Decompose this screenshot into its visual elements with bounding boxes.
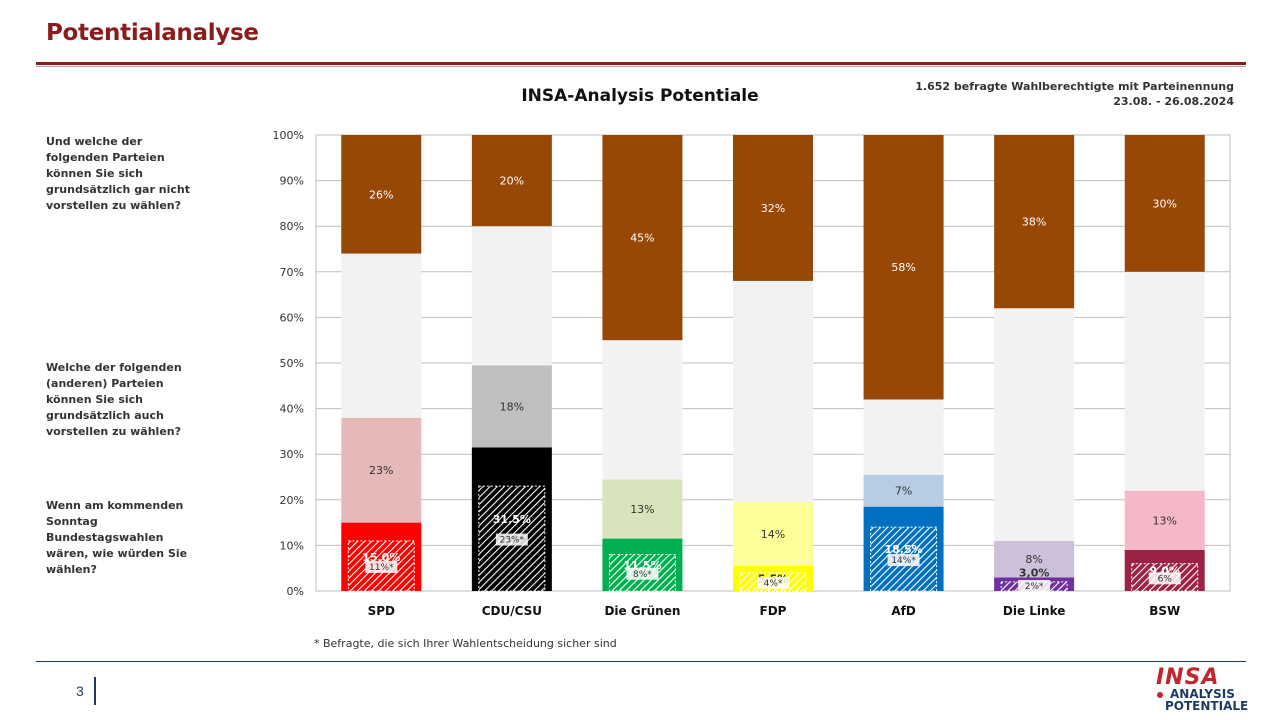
y-tick-label: 100%: [273, 129, 304, 142]
data-label: 18%: [500, 400, 524, 413]
bar-segment: [602, 479, 683, 539]
data-label: 20%: [500, 175, 524, 188]
y-tick-label: 50%: [280, 357, 304, 370]
bar-segment: [471, 226, 552, 366]
logo-line-1: ANALYSIS: [1170, 687, 1235, 701]
bar-segment: [994, 135, 1075, 309]
sample-size: 1.652 befragte Wahlberechtigte mit Parte…: [915, 80, 1234, 93]
x-category-label: SPD: [368, 604, 395, 618]
data-label: 30%: [1152, 197, 1176, 210]
y-tick-label: 80%: [280, 220, 304, 233]
bar-segment: [341, 417, 422, 523]
bar-segment: [733, 502, 813, 566]
data-label: 32%: [761, 202, 785, 215]
title-divider: [36, 62, 1246, 65]
data-label: 8%: [1025, 553, 1042, 566]
data-label: 26%: [369, 188, 393, 201]
y-tick-label: 30%: [280, 448, 304, 461]
bar-segment: [863, 474, 944, 507]
certain-voter-label: 23%*: [500, 536, 525, 546]
x-category-label: Die Grünen: [604, 604, 680, 618]
x-category-label: CDU/CSU: [482, 604, 542, 618]
y-tick-label: 20%: [280, 494, 304, 507]
certain-voter-label: 2%*: [1025, 582, 1044, 592]
certain-voter-label-bg: [365, 560, 398, 573]
certain-voter-label-bg: [1148, 572, 1181, 585]
insa-logo: INSA ANALYSIS POTENTIALE: [1150, 665, 1250, 715]
title-divider-thin: [36, 66, 1246, 67]
certain-voter-label-bg: [626, 567, 659, 580]
y-tick-label: 70%: [280, 266, 304, 279]
certain-voter-label: 6%: [1158, 574, 1173, 584]
data-label: 31,5%: [493, 513, 531, 526]
bar-segment: [863, 135, 944, 400]
bar-segment: [471, 365, 552, 448]
question-vote: Wenn am kommenden Sonntag Bundestagswahl…: [46, 499, 188, 576]
bar-segment: [471, 135, 552, 227]
logo-line-2: POTENTIALE: [1165, 699, 1249, 713]
x-category-label: FDP: [760, 604, 787, 618]
data-label: 15,0%: [362, 551, 400, 564]
certain-voter-label: 11%*: [369, 563, 394, 573]
x-category-label: BSW: [1149, 604, 1180, 618]
page-title: Potentialanalyse: [46, 20, 259, 46]
data-label: 13%: [1152, 514, 1176, 527]
data-label: 14%: [761, 528, 785, 541]
bar-segment: [1124, 135, 1205, 272]
logo-wordmark: INSA: [1156, 665, 1220, 690]
data-label: 45%: [630, 232, 654, 245]
page-number: 3: [76, 683, 84, 699]
bar-segment: [994, 308, 1075, 541]
question-potential: Welche der folgenden (anderen) Parteien …: [46, 361, 182, 438]
chart-title: INSA-Analysis Potentiale: [521, 86, 759, 106]
certain-voter-label: 4%*: [764, 579, 783, 589]
bar-segment: [341, 135, 422, 254]
certain-voter-label: 14%*: [891, 556, 916, 566]
x-category-label: Die Linke: [1003, 604, 1066, 618]
data-label: 18,5%: [884, 543, 922, 556]
y-tick-label: 90%: [280, 175, 304, 188]
certain-voter-label-bg: [1018, 580, 1051, 592]
bar-segment: [602, 135, 683, 341]
y-tick-label: 40%: [280, 403, 304, 416]
data-label: 38%: [1022, 216, 1046, 229]
certain-voter-label-bg: [495, 533, 528, 546]
y-tick-label: 10%: [280, 539, 304, 552]
x-category-label: AfD: [891, 604, 916, 618]
bar-segment: [602, 340, 683, 480]
data-label: 58%: [891, 261, 915, 274]
data-label: 7%: [895, 485, 912, 498]
certain-voter-label-bg: [757, 576, 789, 589]
certain-voter-label: 8%*: [633, 570, 652, 580]
survey-dates: 23.08. - 26.08.2024: [1113, 95, 1234, 108]
bar-segment: [733, 280, 813, 503]
bar-segment: [863, 399, 944, 475]
sample-info: 1.652 befragte Wahlberechtigte mit Parte…: [915, 79, 1234, 109]
y-tick-label: 60%: [280, 311, 304, 324]
y-tick-label: 0%: [287, 585, 304, 598]
data-label: 23%: [369, 464, 393, 477]
logo-dot: [1157, 692, 1163, 698]
bar-segment: [1124, 271, 1205, 491]
footer-divider: [36, 661, 1246, 662]
footnote: * Befragte, die sich Ihrer Wahlentscheid…: [314, 637, 617, 650]
question-reject: Und welche der folgenden Parteien können…: [46, 135, 190, 212]
data-label: 13%: [630, 503, 654, 516]
bar-segment: [1124, 490, 1205, 550]
page-number-bar: [94, 677, 96, 705]
bar-segment: [341, 253, 422, 418]
data-label: 3,0%: [1019, 566, 1050, 579]
bar-segment: [733, 135, 813, 281]
certain-voter-label-bg: [887, 554, 920, 567]
bar-segment: [994, 540, 1075, 578]
